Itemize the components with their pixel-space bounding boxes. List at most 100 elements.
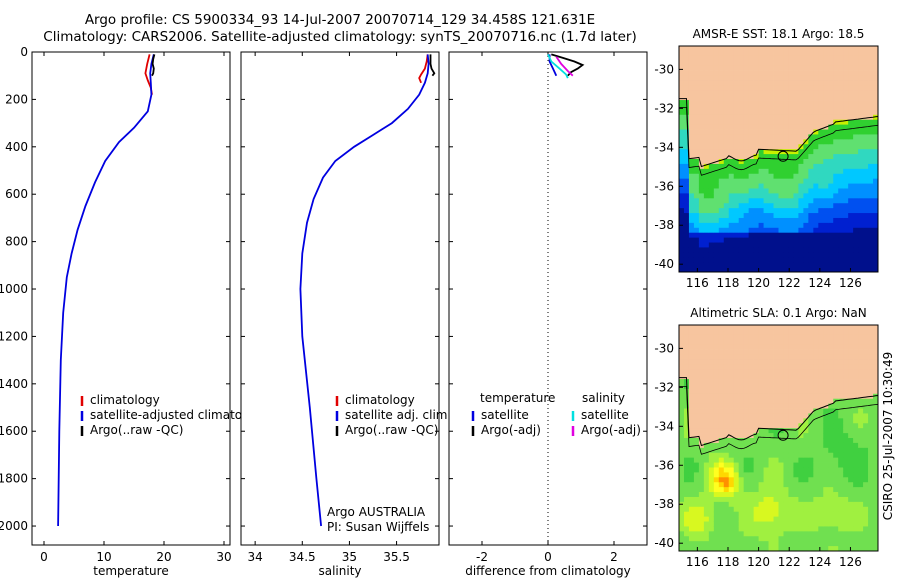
map-cell xyxy=(723,526,730,532)
map-cell xyxy=(723,521,730,527)
map-cell xyxy=(868,80,874,86)
map-cell xyxy=(793,447,799,454)
map-cell xyxy=(853,55,859,62)
map-cell xyxy=(743,413,750,419)
map-cell xyxy=(713,124,720,130)
map-cell xyxy=(818,124,824,130)
map-cell xyxy=(848,178,854,184)
map-cell xyxy=(873,203,878,209)
map-cell xyxy=(718,75,725,81)
map-cell xyxy=(768,398,774,405)
map-cell xyxy=(808,90,814,96)
map-cell xyxy=(788,462,794,468)
map-cell xyxy=(853,183,859,189)
map-cell xyxy=(748,457,755,463)
map-cell xyxy=(738,477,745,483)
map-cell xyxy=(858,183,864,189)
legend-label: satellite-adjusted climatology xyxy=(90,408,268,422)
map-cell xyxy=(823,511,829,518)
map-cell xyxy=(758,433,764,439)
map-cell xyxy=(698,183,705,189)
map-cell xyxy=(843,203,849,209)
series-group xyxy=(299,54,436,527)
map-cell xyxy=(803,222,809,229)
map-cell xyxy=(868,237,874,243)
map-cell xyxy=(873,511,878,518)
map-cell xyxy=(688,526,695,532)
map-cell xyxy=(738,173,745,180)
map-cell xyxy=(683,452,690,459)
map-cell xyxy=(733,257,740,263)
map-cell xyxy=(728,114,735,121)
map-cell xyxy=(803,413,809,419)
map-cell xyxy=(753,80,760,86)
map-cell xyxy=(818,403,824,409)
map-cell xyxy=(863,477,869,483)
map-cell xyxy=(873,472,878,478)
map-cell xyxy=(873,433,878,439)
map-cell xyxy=(803,60,809,67)
map-cell xyxy=(768,408,774,414)
map-cell xyxy=(848,159,854,165)
map-cell xyxy=(723,50,730,57)
map-cell xyxy=(693,95,700,101)
map-cell xyxy=(748,531,755,537)
map-cell xyxy=(843,447,849,454)
map-cell xyxy=(683,447,690,454)
map-cell xyxy=(698,462,705,468)
map-cell xyxy=(713,114,720,121)
map-cell xyxy=(708,462,715,468)
map-cell xyxy=(798,487,804,493)
map-cell xyxy=(833,325,839,331)
map-cell xyxy=(758,516,764,522)
map-cell xyxy=(808,369,814,375)
map-cell xyxy=(853,344,859,350)
map-cell xyxy=(679,154,685,160)
map-cell xyxy=(838,354,844,360)
map-cell xyxy=(863,149,869,155)
map-cell xyxy=(728,183,735,189)
map-cell xyxy=(843,46,849,52)
map-cell xyxy=(863,267,869,272)
map-cell xyxy=(753,163,760,170)
map-cell xyxy=(803,354,809,360)
map-cell xyxy=(848,129,854,135)
map-cell xyxy=(713,183,720,189)
map-cell xyxy=(828,339,834,346)
map-cell xyxy=(828,198,834,204)
map-cell xyxy=(718,168,725,175)
map-cell xyxy=(863,55,869,62)
map-cell xyxy=(743,433,750,439)
map-cell xyxy=(788,501,794,508)
map-cell xyxy=(863,80,869,86)
map-cell xyxy=(863,247,869,253)
map-cell xyxy=(758,477,764,483)
map-cell xyxy=(863,521,869,527)
map-cell xyxy=(778,46,784,52)
map-cell xyxy=(683,129,690,135)
map-cell xyxy=(803,526,809,532)
map-cell xyxy=(793,472,799,478)
map-cell xyxy=(843,129,849,135)
map-cell xyxy=(848,109,854,116)
map-cell xyxy=(753,433,760,439)
map-cell xyxy=(773,521,779,527)
map-cell xyxy=(803,242,809,248)
map-cell xyxy=(783,482,789,488)
map-cell xyxy=(823,178,829,184)
map-cell xyxy=(693,149,700,155)
map-cell xyxy=(728,329,735,336)
map-cell xyxy=(733,521,740,527)
map-cell xyxy=(688,222,695,229)
map-cell xyxy=(733,379,740,385)
map-cell xyxy=(768,50,774,57)
map-cell xyxy=(773,173,779,180)
map-cell xyxy=(813,129,819,135)
map-cell xyxy=(738,80,745,86)
map-cell xyxy=(818,257,824,263)
map-cell xyxy=(768,487,774,493)
map-cell xyxy=(828,55,834,62)
map-cell xyxy=(833,80,839,86)
map-cell xyxy=(679,95,685,101)
map-cell xyxy=(808,213,814,219)
